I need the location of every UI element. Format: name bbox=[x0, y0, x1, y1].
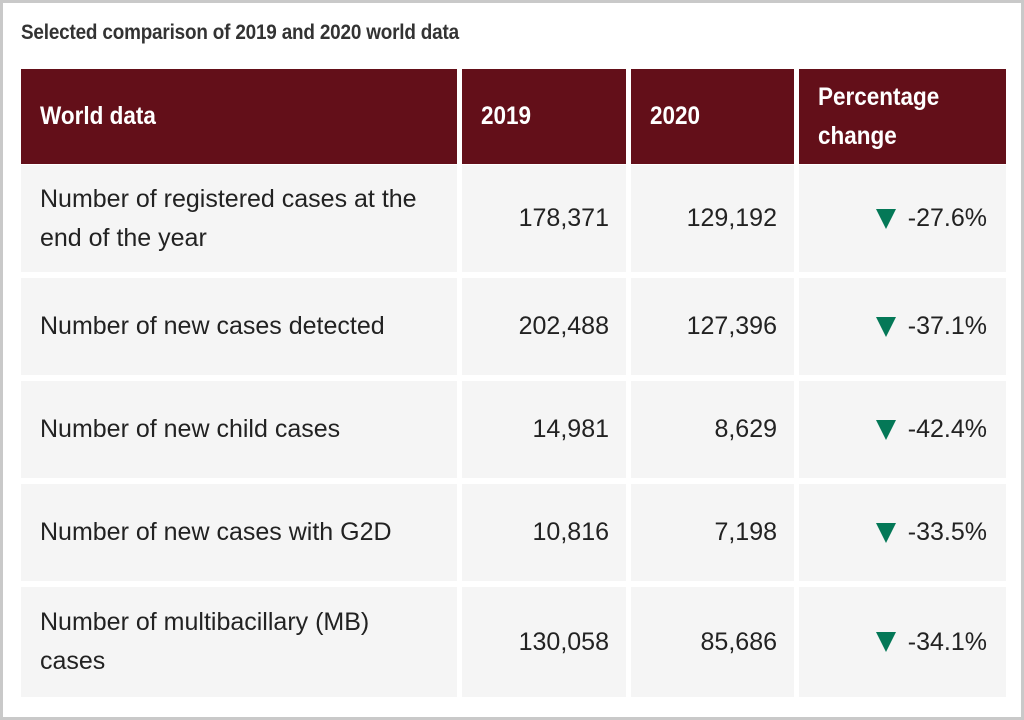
change-value: -37.1% bbox=[907, 312, 987, 341]
value-2019: 14,981 bbox=[462, 381, 626, 478]
percentage-change: -27.6% bbox=[799, 165, 1006, 272]
change-value: -33.5% bbox=[907, 518, 987, 547]
down-triangle-icon bbox=[875, 522, 896, 543]
row-label: Number of new child cases bbox=[21, 381, 457, 478]
change-value: -42.4% bbox=[907, 415, 987, 444]
table-row: Number of new cases with G2D 10,816 7,19… bbox=[21, 484, 1006, 581]
value-2019: 130,058 bbox=[462, 587, 626, 697]
percentage-change: -37.1% bbox=[799, 278, 1006, 375]
value-2020: 8,629 bbox=[631, 381, 794, 478]
percentage-change: -34.1% bbox=[799, 587, 1006, 697]
row-label: Number of new cases with G2D bbox=[21, 484, 457, 581]
header-label: 2019 bbox=[481, 102, 532, 131]
percentage-change: -42.4% bbox=[799, 381, 1006, 478]
table-header-row: World data 2019 2020 Percentage change bbox=[21, 69, 1006, 164]
down-triangle-icon bbox=[875, 316, 896, 337]
table-row: Number of multibacillary (MB) cases 130,… bbox=[21, 587, 1006, 697]
header-2019: 2019 bbox=[462, 69, 626, 164]
header-world-data: World data bbox=[21, 69, 457, 164]
figure-title: Selected comparison of 2019 and 2020 wor… bbox=[21, 21, 459, 44]
value-2019: 202,488 bbox=[462, 278, 626, 375]
value-2019: 10,816 bbox=[462, 484, 626, 581]
table-row: Number of registered cases at the end of… bbox=[21, 165, 1006, 272]
header-label: World data bbox=[40, 102, 156, 131]
value-2020: 85,686 bbox=[631, 587, 794, 697]
row-label: Number of new cases detected bbox=[21, 278, 457, 375]
value-2020: 129,192 bbox=[631, 165, 794, 272]
table-row: Number of new cases detected 202,488 127… bbox=[21, 278, 1006, 375]
percentage-change: -33.5% bbox=[799, 484, 1006, 581]
header-percentage-change: Percentage change bbox=[799, 69, 1006, 164]
down-triangle-icon bbox=[875, 208, 896, 229]
value-2020: 7,198 bbox=[631, 484, 794, 581]
comparison-table: World data 2019 2020 Percentage change N… bbox=[21, 69, 1006, 703]
row-label: Number of registered cases at the end of… bbox=[21, 165, 457, 272]
change-value: -27.6% bbox=[907, 204, 987, 233]
change-value: -34.1% bbox=[907, 627, 987, 656]
down-triangle-icon bbox=[875, 419, 896, 440]
value-2019: 178,371 bbox=[462, 165, 626, 272]
value-2020: 127,396 bbox=[631, 278, 794, 375]
header-label: 2020 bbox=[650, 102, 701, 131]
down-triangle-icon bbox=[875, 632, 896, 652]
header-2020: 2020 bbox=[631, 69, 794, 164]
header-label: Percentage change bbox=[818, 82, 940, 150]
row-label: Number of multibacillary (MB) cases bbox=[21, 587, 457, 697]
table-row: Number of new child cases 14,981 8,629 -… bbox=[21, 381, 1006, 478]
